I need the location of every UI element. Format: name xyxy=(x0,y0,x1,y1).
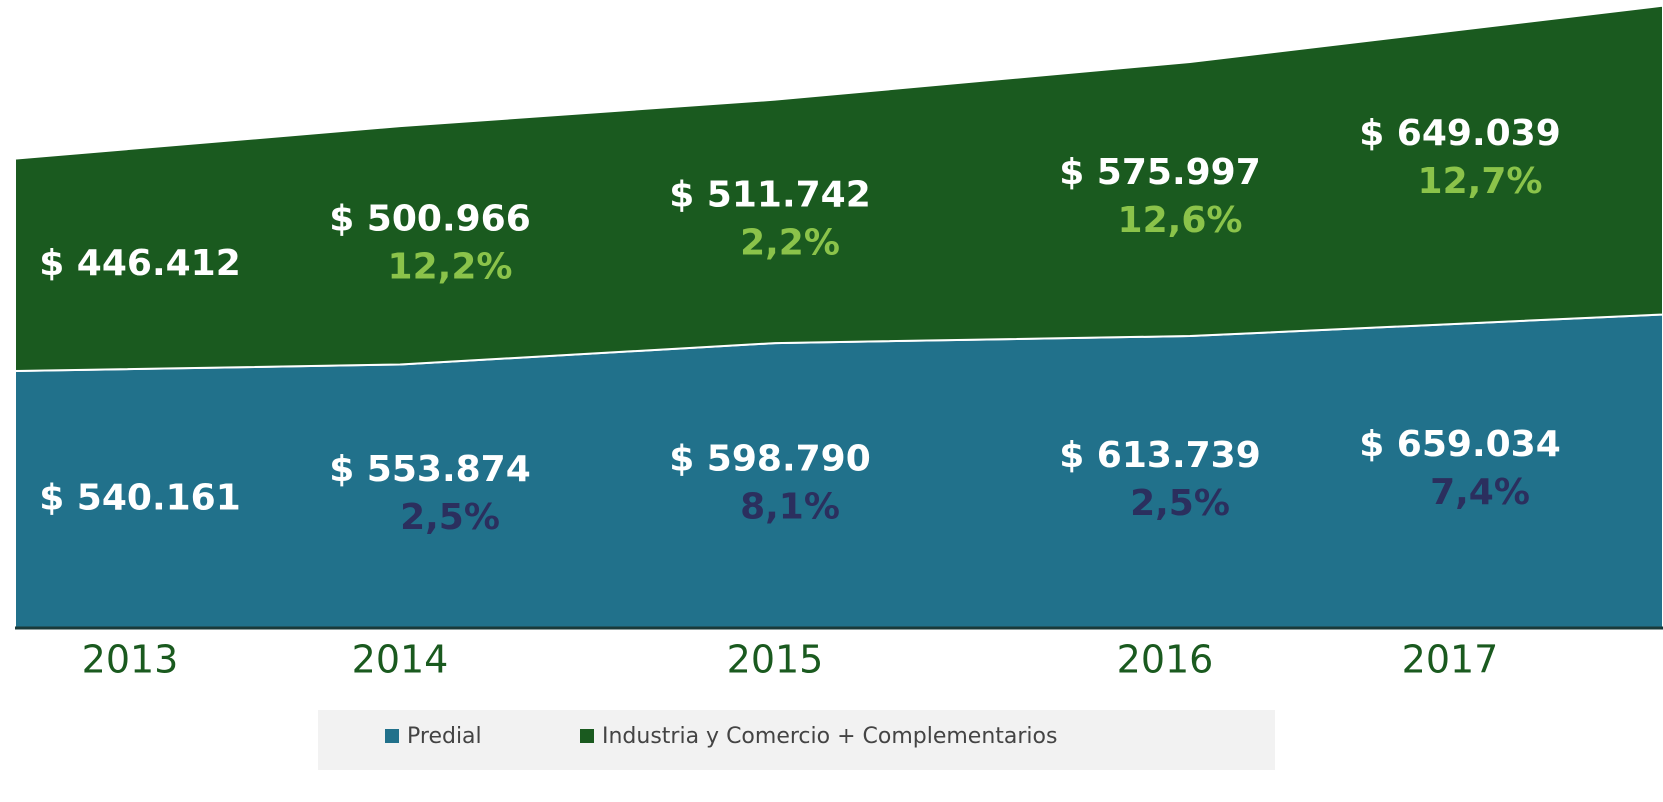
legend-label: Predial xyxy=(407,724,482,749)
value-label: $ 575.997 xyxy=(1059,152,1261,193)
growth-label: 7,4% xyxy=(1430,472,1530,513)
growth-label: 2,2% xyxy=(740,222,840,263)
x-tick-label: 2014 xyxy=(352,638,449,682)
area xyxy=(14,4,1663,373)
value-label: $ 659.034 xyxy=(1359,424,1561,465)
value-label: $ 598.790 xyxy=(669,439,871,480)
growth-label: 2,5% xyxy=(400,497,500,538)
value-label: $ 613.739 xyxy=(1059,435,1261,476)
growth-label: 2,5% xyxy=(1130,483,1230,524)
x-tick-label: 2015 xyxy=(727,638,824,682)
legend-label: Industria y Comercio + Complementarios xyxy=(602,724,1057,749)
x-tick-label: 2016 xyxy=(1117,638,1214,682)
x-tick-label: 2013 xyxy=(82,638,179,682)
x-tick-label: 2017 xyxy=(1402,638,1499,682)
growth-label: 8,1% xyxy=(740,487,840,528)
value-label: $ 553.874 xyxy=(329,449,531,490)
legend-swatch xyxy=(580,729,594,743)
value-label: $ 511.742 xyxy=(669,174,871,215)
value-label: $ 540.161 xyxy=(39,478,241,519)
value-label: $ 649.039 xyxy=(1359,113,1561,154)
legend-swatch xyxy=(385,729,399,743)
value-label: $ 446.412 xyxy=(39,243,241,284)
growth-label: 12,2% xyxy=(388,246,513,287)
growth-label: 12,6% xyxy=(1118,200,1243,241)
legend-box xyxy=(318,710,1275,770)
value-label: $ 500.966 xyxy=(329,198,531,239)
growth-label: 12,7% xyxy=(1418,161,1543,202)
